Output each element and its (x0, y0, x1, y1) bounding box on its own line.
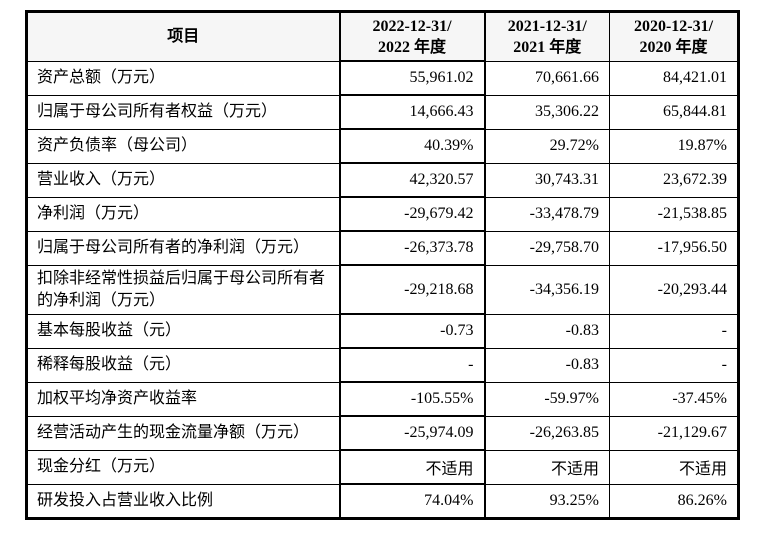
row-label: 基本每股收益（元） (26, 313, 340, 349)
value-2022: 40.39% (338, 128, 486, 164)
column-header-2020-date: 2020-12-31/ (633, 17, 714, 35)
row-label: 净利润（万元） (26, 196, 340, 232)
row-label: 经营活动产生的现金流量净额（万元） (26, 415, 340, 451)
value-2022: -105.55% (338, 381, 486, 417)
row-label: 营业收入（万元） (26, 162, 340, 198)
value-2021: -33,478.79 (484, 196, 610, 232)
value-2021: 93.25% (484, 483, 610, 519)
value-2022: -29,679.42 (338, 196, 486, 232)
value-2021: -34,356.19 (484, 264, 610, 315)
table-row-net-profit: 净利润（万元） -29,679.42 -33,478.79 -21,538.85 (26, 196, 739, 232)
value-2020: 23,672.39 (609, 162, 739, 198)
column-header-2022: 2022-12-31/ 2022 年度 (338, 10, 486, 62)
value-2022: 55,961.02 (338, 60, 486, 96)
row-label: 加权平均净资产收益率 (26, 381, 340, 417)
value-2021: 30,743.31 (484, 162, 610, 198)
column-header-item: 项目 (26, 11, 340, 62)
value-2021: -0.83 (484, 313, 610, 349)
column-header-2022-period: 2022 年度 (377, 38, 446, 56)
table-row-revenue: 营业收入（万元） 42,320.57 30,743.31 23,672.39 (26, 162, 739, 198)
table-row-diluted-eps: 稀释每股收益（元） - -0.83 - (26, 347, 739, 383)
value-2021: -59.97% (484, 381, 610, 417)
table-row-weighted-roe: 加权平均净资产收益率 -105.55% -59.97% -37.45% (26, 381, 739, 417)
table-row-deducted-net-profit: 扣除非经常性损益后归属于母公司所有者的净利润（万元） -29,218.68 -3… (26, 264, 739, 315)
table-row-basic-eps: 基本每股收益（元） -0.73 -0.83 - (26, 313, 739, 349)
column-header-2022-date: 2022-12-31/ (372, 17, 452, 35)
value-2022: 74.04% (338, 483, 486, 519)
value-2021: 不适用 (484, 449, 610, 485)
column-header-2021-date: 2021-12-31/ (507, 17, 587, 35)
column-header-2020-period: 2020 年度 (639, 38, 708, 56)
row-label: 归属于母公司所有者权益（万元） (26, 94, 340, 130)
table-row-operating-cash-flow: 经营活动产生的现金流量净额（万元） -25,974.09 -26,263.85 … (26, 415, 739, 451)
value-2020: 19.87% (609, 128, 739, 164)
value-2020: - (609, 347, 739, 383)
value-2022: -26,373.78 (338, 230, 486, 266)
value-2020: -21,538.85 (609, 196, 739, 232)
column-header-2020: 2020-12-31/ 2020 年度 (609, 11, 739, 62)
row-label: 归属于母公司所有者的净利润（万元） (26, 230, 340, 266)
table-row-parent-net-profit: 归属于母公司所有者的净利润（万元） -26,373.78 -29,758.70 … (26, 230, 739, 266)
value-2020: 84,421.01 (609, 60, 739, 96)
row-label: 资产总额（万元） (26, 60, 340, 96)
value-2021: 35,306.22 (484, 94, 610, 130)
value-2021: -26,263.85 (484, 415, 610, 451)
value-2020: -37.45% (609, 381, 739, 417)
value-2020: -17,956.50 (609, 230, 739, 266)
value-2021: 70,661.66 (484, 60, 610, 96)
table-header-row: 项目 2022-12-31/ 2022 年度 2021-12-31/ 2021 … (26, 10, 739, 62)
value-2021: -29,758.70 (484, 230, 610, 266)
row-label: 扣除非经常性损益后归属于母公司所有者的净利润（万元） (26, 264, 340, 315)
column-header-2021-period: 2021 年度 (513, 38, 582, 56)
table-row-rd-ratio: 研发投入占营业收入比例 74.04% 93.25% 86.26% (26, 483, 739, 519)
value-2022: 不适用 (338, 449, 486, 485)
value-2020: -20,293.44 (609, 264, 739, 315)
value-2020: 65,844.81 (609, 94, 739, 130)
value-2022: -29,218.68 (338, 264, 486, 315)
value-2022: 14,666.43 (338, 94, 486, 130)
value-2020: 不适用 (609, 449, 739, 485)
row-label: 稀释每股收益（元） (26, 347, 340, 383)
value-2020: 86.26% (609, 483, 739, 519)
table-row-parent-equity: 归属于母公司所有者权益（万元） 14,666.43 35,306.22 65,8… (26, 94, 739, 130)
value-2022: 42,320.57 (338, 162, 486, 198)
value-2021: 29.72% (484, 128, 610, 164)
value-2021: -0.83 (484, 347, 610, 383)
financial-summary-table: 项目 2022-12-31/ 2022 年度 2021-12-31/ 2021 … (25, 10, 740, 520)
row-label: 资产负债率（母公司） (26, 128, 340, 164)
value-2022: -25,974.09 (338, 415, 486, 451)
table-row-total-assets: 资产总额（万元） 55,961.02 70,661.66 84,421.01 (26, 60, 739, 96)
value-2022: -0.73 (338, 313, 486, 349)
value-2020: -21,129.67 (609, 415, 739, 451)
value-2020: - (609, 313, 739, 349)
row-label: 研发投入占营业收入比例 (26, 483, 340, 519)
column-header-2021: 2021-12-31/ 2021 年度 (484, 11, 610, 62)
financial-table-container: 项目 2022-12-31/ 2022 年度 2021-12-31/ 2021 … (25, 10, 740, 520)
row-label: 现金分红（万元） (26, 449, 340, 485)
table-row-debt-ratio: 资产负债率（母公司） 40.39% 29.72% 19.87% (26, 128, 739, 164)
value-2022: - (338, 347, 486, 383)
table-row-cash-dividend: 现金分红（万元） 不适用 不适用 不适用 (26, 449, 739, 485)
